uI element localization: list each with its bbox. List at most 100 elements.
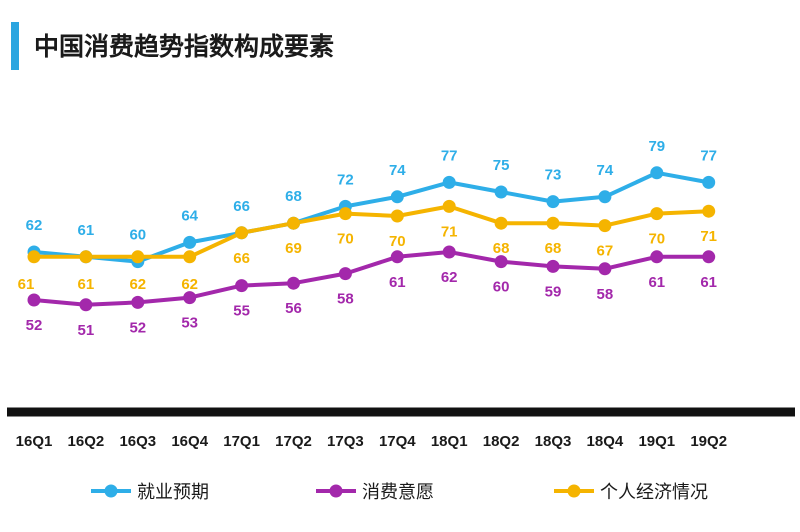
legend-swatch-marker bbox=[104, 484, 118, 498]
data-label: 74 bbox=[389, 162, 406, 179]
data-point bbox=[598, 190, 612, 204]
data-point bbox=[183, 291, 197, 305]
x-tick-label: 18Q2 bbox=[483, 433, 520, 450]
data-point bbox=[79, 250, 93, 264]
legend-label: 个人经济情况 bbox=[600, 482, 708, 503]
data-point bbox=[702, 175, 716, 189]
data-label: 77 bbox=[441, 147, 458, 164]
data-point bbox=[79, 298, 93, 312]
data-point bbox=[27, 250, 41, 264]
data-label: 56 bbox=[285, 300, 302, 317]
data-label: 69 bbox=[285, 240, 302, 257]
data-point bbox=[494, 185, 508, 199]
data-point bbox=[338, 207, 352, 221]
data-point bbox=[650, 250, 664, 264]
data-label: 77 bbox=[700, 147, 717, 164]
data-label: 59 bbox=[545, 283, 562, 300]
data-label: 61 bbox=[700, 274, 717, 291]
series-points bbox=[27, 166, 716, 312]
x-tick-label: 19Q2 bbox=[690, 433, 727, 450]
data-point bbox=[494, 216, 508, 230]
data-label: 60 bbox=[493, 279, 510, 296]
data-labels: 62 61 60 64 66 68 72 74 77 75 73 74 79 77 52 51 52 53 55 56… bbox=[18, 138, 717, 339]
data-point bbox=[546, 195, 560, 209]
data-label: 52 bbox=[26, 317, 43, 334]
x-tick-label: 17Q4 bbox=[379, 433, 416, 450]
x-tick-label: 17Q2 bbox=[275, 433, 312, 450]
data-point bbox=[442, 245, 456, 259]
data-label: 62 bbox=[26, 217, 43, 234]
data-point bbox=[442, 199, 456, 213]
data-label: 73 bbox=[545, 167, 562, 184]
data-point bbox=[183, 235, 197, 249]
x-tick-label: 16Q2 bbox=[68, 433, 105, 450]
data-label: 58 bbox=[337, 291, 354, 308]
data-point bbox=[131, 295, 145, 309]
data-label: 61 bbox=[78, 276, 95, 293]
x-tick-label: 16Q3 bbox=[119, 433, 156, 450]
data-point bbox=[598, 219, 612, 233]
data-label: 68 bbox=[285, 188, 302, 205]
data-label: 74 bbox=[597, 162, 614, 179]
legend: 就业预期 消费意愿 个人经济情况 bbox=[91, 482, 708, 503]
data-label: 61 bbox=[78, 222, 95, 239]
x-tick-label: 18Q4 bbox=[587, 433, 624, 450]
data-label: 51 bbox=[78, 322, 95, 339]
data-point bbox=[287, 216, 300, 230]
data-label: 55 bbox=[233, 303, 250, 320]
data-label: 58 bbox=[597, 286, 614, 303]
title-accent-bar bbox=[11, 22, 19, 70]
data-label: 62 bbox=[181, 276, 198, 293]
data-label: 61 bbox=[389, 274, 406, 291]
data-point bbox=[598, 262, 612, 276]
data-label: 53 bbox=[181, 315, 198, 332]
data-point bbox=[702, 204, 716, 218]
data-label: 60 bbox=[129, 227, 146, 244]
data-point bbox=[442, 175, 456, 189]
series-line-2 bbox=[32, 204, 711, 259]
data-label: 67 bbox=[597, 243, 614, 260]
data-point bbox=[494, 255, 508, 269]
data-point bbox=[235, 279, 249, 293]
data-point bbox=[650, 166, 664, 180]
data-point bbox=[183, 250, 197, 264]
data-label: 66 bbox=[233, 250, 250, 267]
data-point bbox=[546, 216, 560, 230]
series-line-1 bbox=[32, 250, 711, 307]
x-tick-label: 17Q3 bbox=[327, 433, 364, 450]
series-lines bbox=[32, 170, 711, 307]
data-point bbox=[131, 250, 145, 264]
data-point bbox=[650, 207, 664, 221]
data-point bbox=[235, 226, 249, 240]
data-label: 68 bbox=[545, 240, 562, 257]
data-label: 68 bbox=[493, 240, 510, 257]
data-label: 75 bbox=[493, 157, 510, 174]
legend-label: 消费意愿 bbox=[362, 482, 434, 503]
data-point bbox=[390, 190, 404, 204]
chart-title: 中国消费趋势指数构成要素 bbox=[34, 32, 334, 61]
data-label: 61 bbox=[648, 274, 665, 291]
data-label: 70 bbox=[389, 233, 406, 250]
data-point bbox=[546, 259, 560, 273]
data-label: 70 bbox=[337, 231, 354, 248]
data-point bbox=[390, 250, 404, 264]
data-label: 70 bbox=[648, 231, 665, 248]
data-point bbox=[390, 209, 404, 223]
data-label: 61 bbox=[18, 276, 35, 293]
data-label: 71 bbox=[700, 228, 717, 245]
data-label: 72 bbox=[337, 171, 354, 188]
data-label: 64 bbox=[181, 207, 198, 224]
legend-swatch-marker bbox=[329, 484, 343, 498]
data-point bbox=[287, 276, 300, 290]
x-tick-label: 18Q1 bbox=[431, 433, 468, 450]
data-label: 62 bbox=[129, 276, 146, 293]
x-tick-label: 18Q3 bbox=[535, 433, 572, 450]
legend-swatch-marker bbox=[567, 484, 581, 498]
data-point bbox=[27, 293, 41, 307]
x-tick-label: 16Q1 bbox=[16, 433, 53, 450]
data-label: 62 bbox=[441, 269, 458, 286]
x-tick-label: 19Q1 bbox=[638, 433, 675, 450]
data-label: 66 bbox=[233, 198, 250, 215]
data-label: 79 bbox=[648, 138, 665, 155]
